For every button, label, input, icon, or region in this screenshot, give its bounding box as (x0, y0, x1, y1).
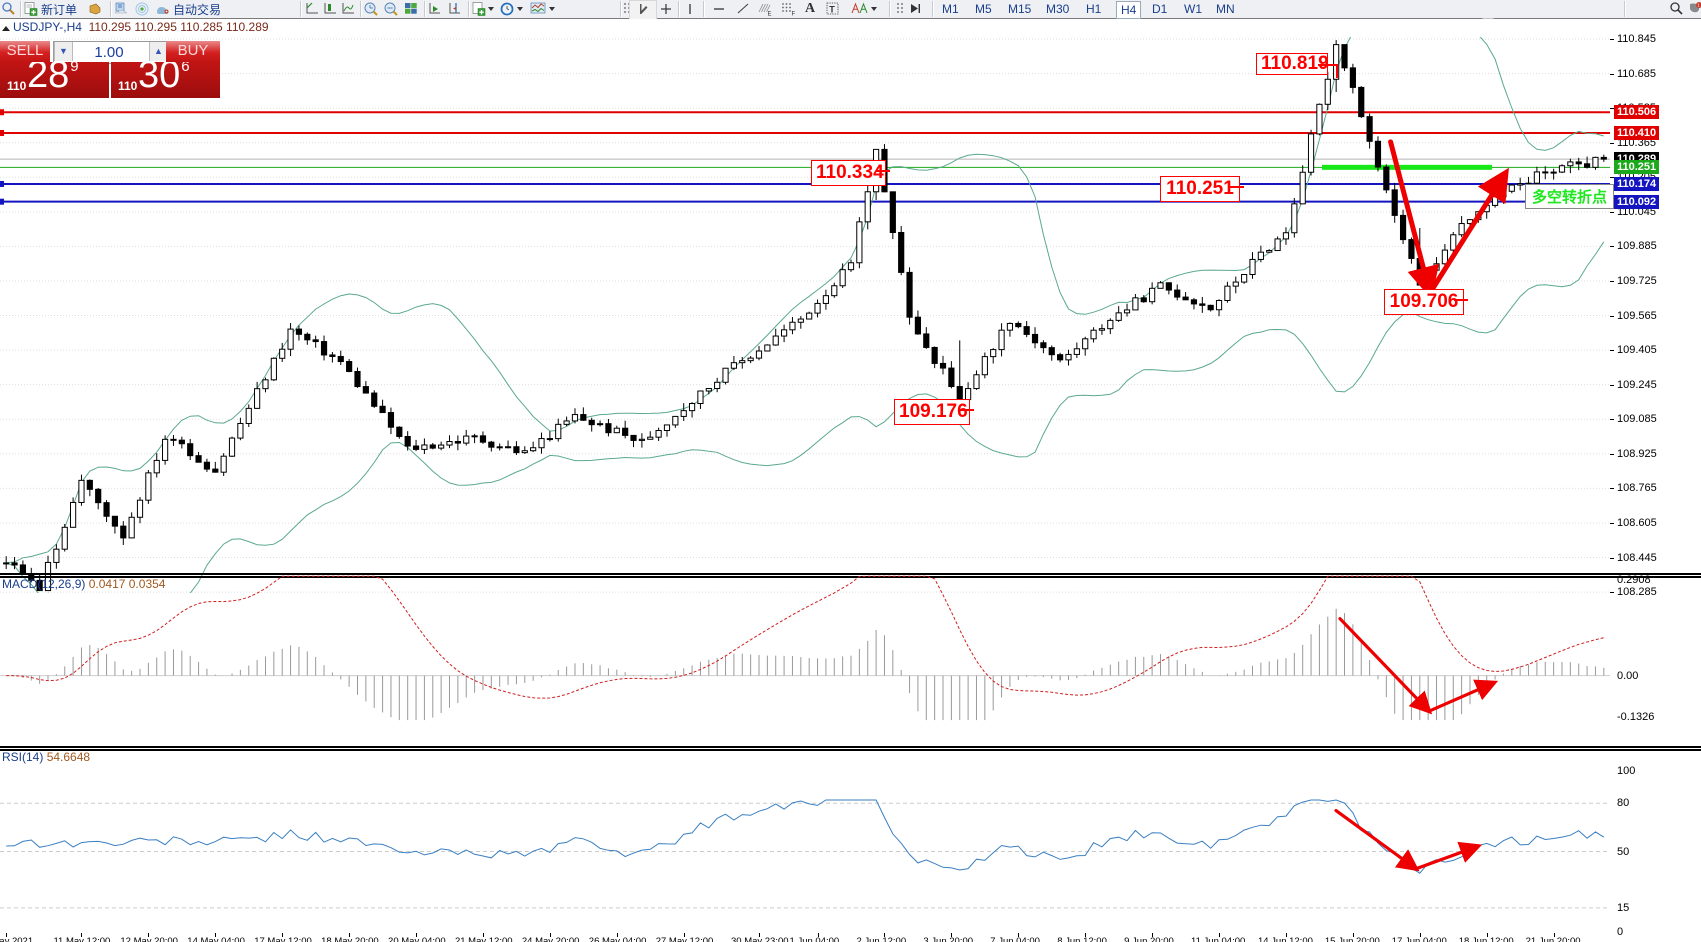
svg-text:E: E (768, 12, 772, 17)
svg-text:T: T (829, 4, 835, 14)
svg-text:F: F (792, 12, 796, 17)
